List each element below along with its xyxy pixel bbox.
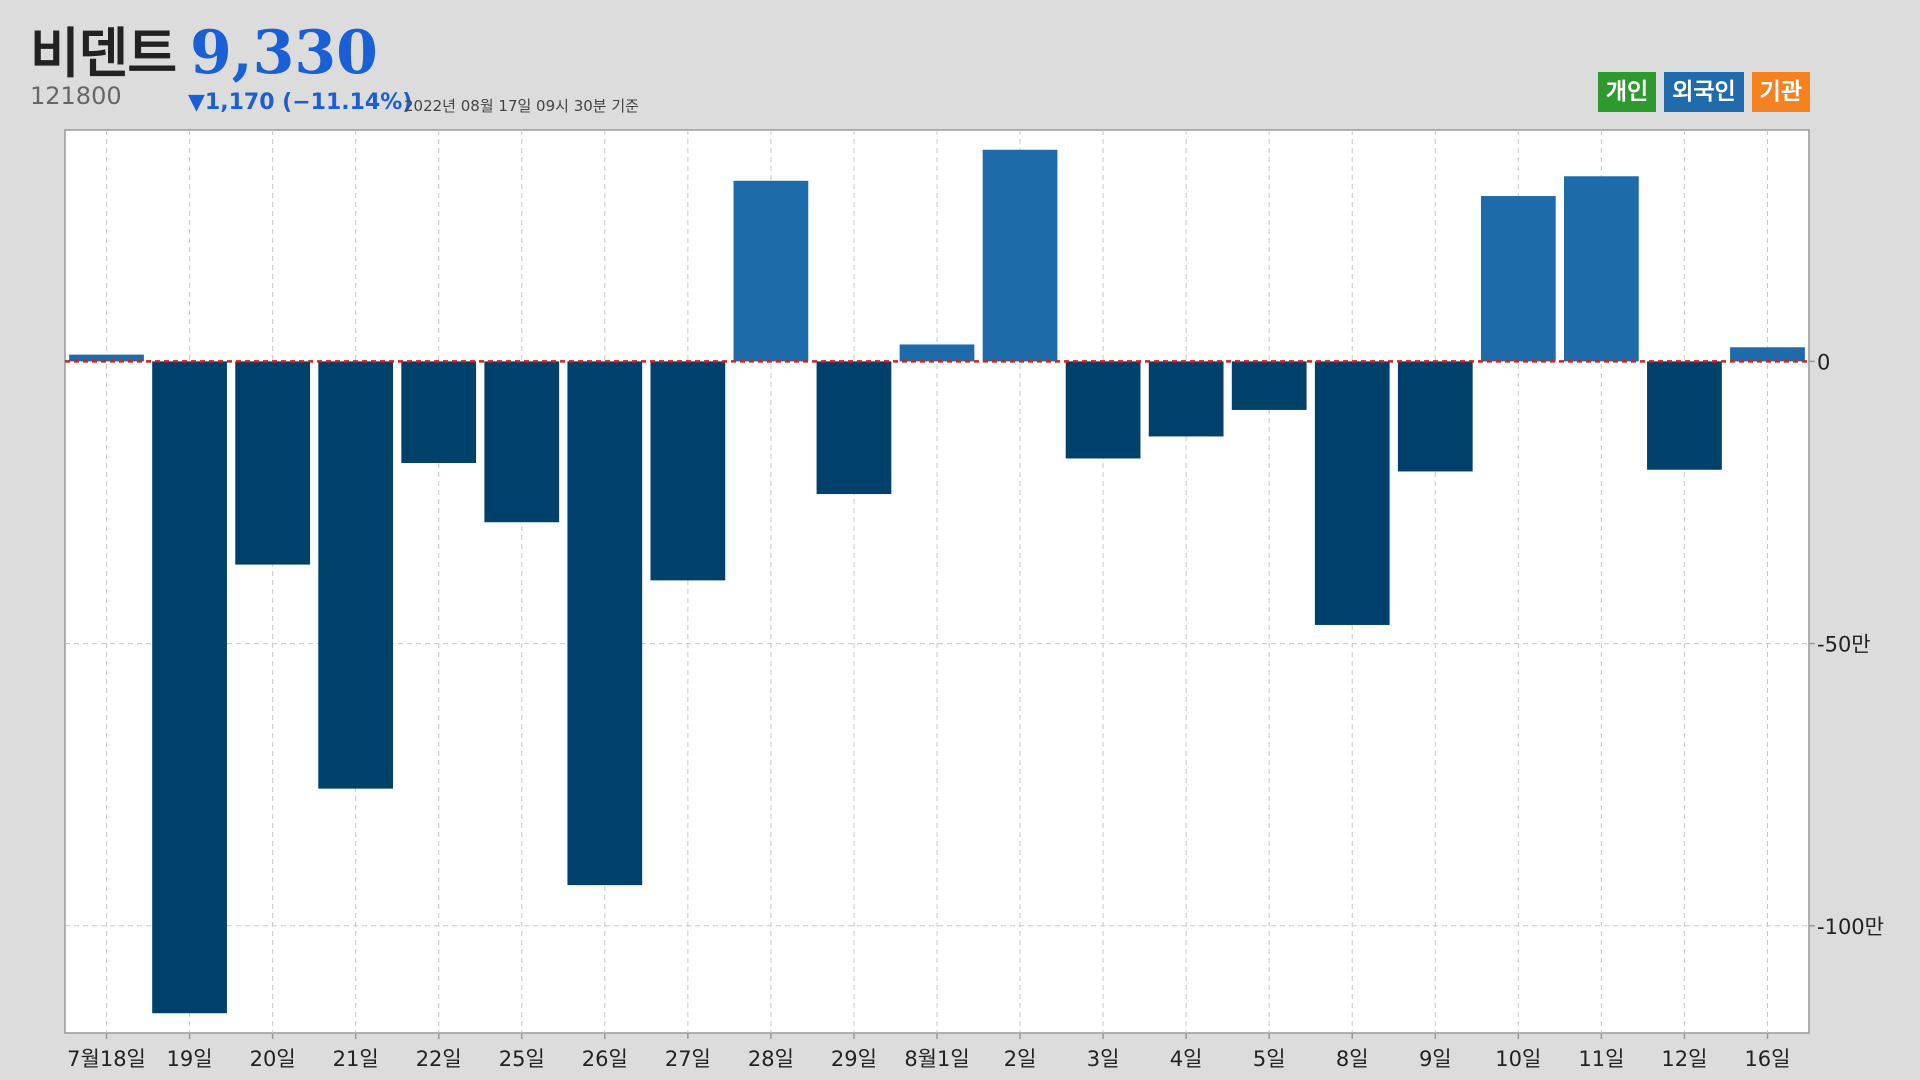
chart-header: 비덴트 9,330 121800 ▼1,170 (−11.14%) 2022년 … bbox=[0, 0, 1920, 128]
bar[interactable] bbox=[733, 180, 809, 362]
y-tick-label: -100만 bbox=[1817, 915, 1884, 939]
bar[interactable] bbox=[235, 361, 310, 565]
bar[interactable] bbox=[1314, 361, 1390, 625]
price-change: ▼1,170 (−11.14%) bbox=[188, 90, 413, 115]
bar[interactable] bbox=[1397, 361, 1473, 472]
bars bbox=[69, 149, 1805, 1014]
y-axis-labels: 0 -50만 -100만 bbox=[1809, 350, 1884, 939]
stock-price: 9,330 bbox=[190, 18, 378, 88]
x-axis-labels: 7월18일 19일 20일 21일 22일 25일 26일 27일 28일 29일 8월1일 2일 3일… bbox=[67, 1033, 1790, 1071]
y-tick-label: 0 bbox=[1817, 350, 1830, 374]
x-tick-label: 21일 bbox=[333, 1047, 379, 1071]
x-tick-label: 9일 bbox=[1419, 1047, 1452, 1071]
bar[interactable] bbox=[567, 361, 643, 886]
x-tick-label: 4일 bbox=[1170, 1047, 1203, 1071]
x-tick-label: 5일 bbox=[1253, 1047, 1286, 1071]
bar[interactable] bbox=[1065, 361, 1141, 459]
bar[interactable] bbox=[1148, 361, 1224, 437]
x-tick-label: 12일 bbox=[1661, 1047, 1707, 1071]
x-tick-label: 29일 bbox=[831, 1047, 877, 1071]
bar[interactable] bbox=[318, 361, 394, 789]
bar[interactable] bbox=[69, 354, 144, 362]
bar[interactable] bbox=[982, 149, 1058, 362]
stock-code: 121800 bbox=[30, 82, 122, 110]
legend-individual[interactable]: 개인 bbox=[1597, 72, 1657, 112]
bar[interactable] bbox=[899, 344, 975, 362]
x-tick-label: 28일 bbox=[748, 1047, 794, 1071]
x-tick-label: 16일 bbox=[1744, 1047, 1790, 1071]
x-tick-label: 3일 bbox=[1087, 1047, 1120, 1071]
bar[interactable] bbox=[1564, 176, 1639, 362]
x-tick-label: 11일 bbox=[1578, 1047, 1624, 1071]
x-tick-label: 7월18일 bbox=[67, 1047, 146, 1071]
x-tick-label: 8월1일 bbox=[904, 1047, 969, 1071]
x-tick-label: 2일 bbox=[1004, 1047, 1037, 1071]
bar[interactable] bbox=[1231, 361, 1307, 410]
x-tick-label: 25일 bbox=[499, 1047, 545, 1071]
legend-foreign[interactable]: 외국인 bbox=[1664, 72, 1744, 112]
x-tick-label: 26일 bbox=[582, 1047, 628, 1071]
x-tick-label: 27일 bbox=[665, 1047, 711, 1071]
bar[interactable] bbox=[650, 361, 726, 581]
legend-institution[interactable]: 기관 bbox=[1751, 72, 1810, 112]
stock-name: 비덴트 bbox=[30, 22, 177, 85]
bar[interactable] bbox=[816, 361, 892, 495]
x-tick-label: 20일 bbox=[250, 1047, 296, 1071]
chart-legend: 개인 외국인 기관 bbox=[1597, 72, 1810, 112]
bar[interactable] bbox=[1480, 196, 1556, 362]
x-tick-label: 10일 bbox=[1495, 1047, 1541, 1071]
y-tick-label: -50만 bbox=[1817, 633, 1871, 657]
as-of-timestamp: 2022년 08월 17일 09시 30분 기준 bbox=[404, 97, 639, 115]
bar[interactable] bbox=[484, 361, 560, 523]
x-tick-label: 22일 bbox=[416, 1047, 462, 1071]
x-tick-label: 8일 bbox=[1336, 1047, 1369, 1071]
bar[interactable] bbox=[401, 361, 477, 463]
x-tick-label: 19일 bbox=[167, 1047, 213, 1071]
bar[interactable] bbox=[1647, 361, 1722, 470]
bar[interactable] bbox=[1730, 347, 1805, 362]
bar[interactable] bbox=[152, 361, 227, 1014]
